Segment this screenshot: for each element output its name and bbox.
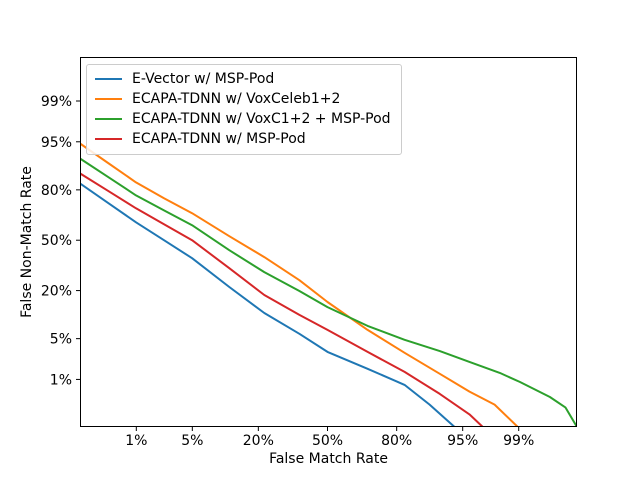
legend: E-Vector w/ MSP-Pod ECAPA-TDNN w/ VoxCel… — [86, 64, 402, 155]
curves-group — [80, 142, 577, 427]
legend-label: ECAPA-TDNN w/ VoxC1+2 + MSP-Pod — [132, 111, 391, 127]
x-tick-label: 1% — [125, 433, 147, 449]
y-tick-label: 50% — [41, 233, 72, 249]
x-tick-label: 20% — [243, 433, 274, 449]
legend-item-ecapa-msp-pod: ECAPA-TDNN w/ MSP-Pod — [95, 130, 391, 148]
x-tick-label: 99% — [503, 433, 534, 449]
legend-label: E-Vector w/ MSP-Pod — [132, 71, 275, 87]
y-tick-label: 20% — [41, 284, 72, 300]
legend-line-sample-icon — [95, 78, 122, 80]
legend-label: ECAPA-TDNN w/ MSP-Pod — [132, 131, 306, 147]
x-tick-label: 50% — [312, 433, 343, 449]
plot-border — [80, 57, 577, 427]
legend-line-sample-icon — [95, 98, 122, 100]
y-axis-label: False Non-Match Rate — [19, 166, 35, 318]
y-tick-label: 99% — [41, 94, 72, 110]
legend-item-ecapa-voxc-msp-pod: ECAPA-TDNN w/ VoxC1+2 + MSP-Pod — [95, 110, 391, 128]
legend-line-sample-icon — [95, 138, 122, 140]
curve-0-e-vector-w-msp-pod — [80, 182, 456, 427]
y-tick-label: 80% — [41, 183, 72, 199]
x-axis-label: False Match Rate — [269, 451, 388, 467]
x-tick-label: 95% — [447, 433, 478, 449]
y-tick-label: 5% — [50, 332, 72, 348]
curve-1-ecapa-tdnn-w-voxceleb1-2 — [80, 142, 519, 427]
y-tick-label: 1% — [50, 372, 72, 388]
legend-item-ecapa-voxceleb: ECAPA-TDNN w/ VoxCeleb1+2 — [95, 90, 391, 108]
legend-label: ECAPA-TDNN w/ VoxCeleb1+2 — [132, 91, 341, 107]
curve-2-ecapa-tdnn-w-voxc1-2-msp-pod — [80, 157, 577, 427]
x-tick-label: 80% — [381, 433, 412, 449]
x-tick-label: 5% — [181, 433, 203, 449]
legend-line-sample-icon — [95, 118, 122, 120]
y-tick-label: 95% — [41, 135, 72, 151]
legend-item-e-vector-msp-pod: E-Vector w/ MSP-Pod — [95, 70, 391, 88]
curve-3-ecapa-tdnn-w-msp-pod — [80, 172, 484, 427]
